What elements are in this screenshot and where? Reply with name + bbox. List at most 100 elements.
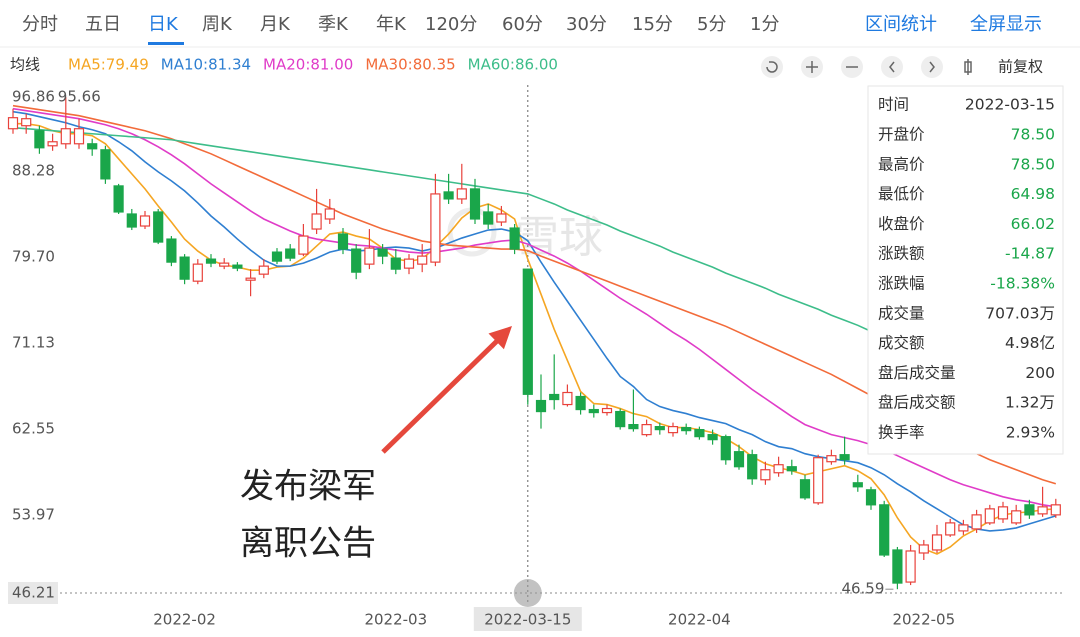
candle-icon[interactable] [964, 59, 972, 75]
candle-body [21, 118, 32, 127]
tab[interactable]: 季K [318, 14, 349, 35]
tab[interactable]: 120分 [425, 14, 477, 35]
candle-body [522, 268, 533, 395]
candle-body [509, 227, 520, 250]
candle-body [681, 427, 692, 432]
candle-body [628, 424, 639, 430]
candle-body [1037, 506, 1048, 515]
candle-body [826, 455, 837, 463]
candle-body [311, 213, 322, 230]
tab[interactable]: 60分 [502, 14, 543, 35]
candle-body [760, 469, 771, 481]
candle-body [298, 235, 309, 255]
candle-body [205, 258, 217, 264]
candle-body [958, 524, 969, 532]
prev-icon [889, 61, 895, 73]
candle-body [799, 479, 811, 499]
candle-body [364, 247, 375, 265]
tab[interactable]: 分时 [22, 14, 58, 35]
y-tick-label: 62.55 [12, 420, 55, 438]
tooltip-value: 2022-03-15 [965, 96, 1055, 114]
candle-body [337, 233, 349, 250]
candle-body [417, 255, 428, 265]
adjust[interactable]: 前复权 [998, 58, 1043, 76]
y-tick-label: 53.97 [12, 506, 55, 524]
tab[interactable]: 15分 [632, 14, 673, 35]
candle-body [549, 393, 560, 401]
prev-button[interactable] [881, 56, 903, 78]
tooltip-label: 时间 [878, 96, 909, 114]
ma-row: 均线 前复权 MA5:79.49 MA10:81.34 MA20:81.00 MA30… [10, 56, 1043, 78]
tooltip-value: -14.87 [1005, 245, 1055, 263]
candle-body [852, 482, 863, 488]
candle-body [720, 436, 731, 461]
x-tick-label: 2022-04 [668, 611, 731, 629]
candle-body [879, 504, 890, 556]
candle-body [1024, 504, 1035, 516]
candle-body [945, 522, 956, 536]
candle-body [153, 211, 164, 243]
candle-body [324, 208, 335, 220]
legend-entry: MA10:81.34 [161, 56, 251, 74]
candle-body [60, 128, 71, 145]
tab[interactable]: 年K [376, 14, 407, 35]
candle-body [813, 457, 824, 504]
candle-body [219, 262, 230, 267]
candle-body [773, 464, 784, 474]
tooltip: 时间 2022-03-15 开盘价 78.50 最高价 78.50 最低价 64.98 收盘… [867, 85, 1064, 455]
candle-body [667, 426, 679, 434]
candle-body [601, 407, 613, 414]
candle-body [285, 248, 296, 259]
candle-body [971, 514, 982, 530]
tab[interactable]: 日K [148, 14, 179, 35]
candle-body [232, 264, 243, 269]
tab[interactable]: 5分 [697, 14, 726, 35]
legend-entry: MA30:80.35 [365, 56, 455, 74]
candle-body [113, 185, 124, 213]
candle-body [865, 489, 877, 506]
candle-body [1050, 504, 1061, 516]
candle-body [469, 188, 481, 220]
candle-body [931, 534, 943, 551]
tooltip-value: 707.03万 [985, 304, 1055, 322]
y-tick-label: 79.70 [12, 248, 55, 266]
annotation: 发布梁军 离职公告 [240, 326, 512, 564]
candle-body [47, 141, 58, 147]
legend-entry: MA5:79.49 [68, 56, 149, 74]
undo-button[interactable] [761, 56, 783, 78]
candle-body [984, 508, 995, 524]
candle-body [483, 211, 494, 225]
tab[interactable]: 月K [260, 14, 291, 35]
x-label-box [473, 607, 582, 631]
candle-body [694, 429, 705, 438]
candle-body [377, 248, 388, 257]
ma-title: 均线 [10, 56, 40, 74]
candle-body [100, 149, 111, 180]
candle-body [562, 391, 573, 406]
tooltip-label: 最低价 [878, 185, 925, 203]
tab[interactable]: 30分 [566, 14, 607, 35]
x-tick-label: 2022-03 [364, 611, 427, 629]
candle-body [126, 213, 137, 228]
candle-body [707, 434, 718, 441]
annotation-line: 发布梁军 [240, 467, 376, 507]
y-tick-label: 71.13 [12, 334, 55, 352]
action[interactable]: 区间统计 [865, 14, 937, 35]
watermark: 雪球 [515, 212, 603, 263]
tab[interactable]: 五日 [85, 14, 121, 35]
tab[interactable]: 1分 [750, 14, 779, 35]
candle-body [73, 128, 85, 145]
tooltip-label: 换手率 [878, 424, 925, 442]
candle-body [496, 213, 507, 223]
candle-body [403, 258, 415, 269]
tab[interactable]: 周K [202, 14, 233, 35]
x-tick-label: 2022-05 [892, 611, 955, 629]
action[interactable]: 全屏显示 [970, 14, 1042, 35]
tooltip-value: 78.50 [1011, 126, 1055, 144]
tooltip-value: 78.50 [1011, 155, 1055, 173]
next-button[interactable] [921, 56, 943, 78]
ma-line [13, 122, 1056, 555]
candle-body [733, 451, 745, 468]
candle-body [430, 193, 441, 263]
candle-body [535, 399, 547, 413]
